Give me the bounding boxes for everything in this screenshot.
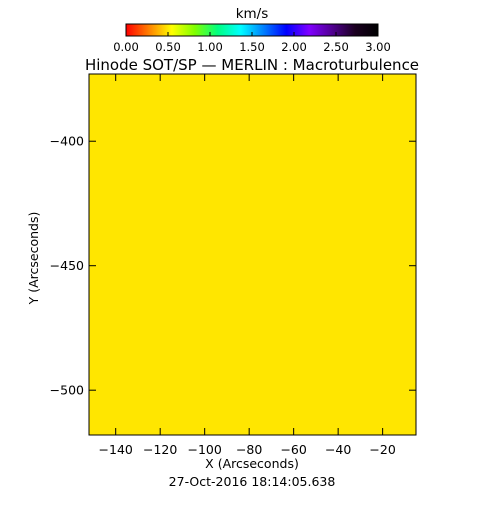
x-tick-label: −20	[369, 442, 395, 457]
colorbar-unit: km/s	[236, 6, 269, 22]
plot-area: −140 −120 −100 −80 −60 −40 −20 −400 −450 −500	[50, 73, 417, 457]
macroturbulence-field	[89, 74, 416, 435]
x-tick-label: −120	[143, 442, 177, 457]
observation-timestamp: 27-Oct-2016 18:14:05.638	[169, 474, 336, 489]
colorbar-tick-label: 3.00	[365, 40, 391, 54]
y-tick-label: −500	[50, 383, 84, 398]
colorbar-ticks: 0.00 0.50 1.00 1.50 2.00 2.50 3.00	[113, 32, 391, 54]
colorbar-tick-label: 0.00	[113, 40, 139, 54]
colorbar-tick-label: 1.00	[197, 40, 223, 54]
x-tick-label: −100	[188, 442, 222, 457]
x-tick-label: −80	[236, 442, 262, 457]
colorbar-tick-label: 2.50	[323, 40, 349, 54]
y-axis-ticks: −400 −450 −500	[50, 134, 416, 398]
y-tick-label: −400	[50, 134, 84, 149]
colorbar: km/s 0.00 0.50 1.00 1.50 2.00 2.50 3.00	[113, 6, 391, 54]
colorbar-tick-label: 0.50	[155, 40, 181, 54]
x-axis-label: X (Arcseconds)	[205, 456, 299, 471]
chart-title: Hinode SOT/SP — MERLIN : Macroturbulence	[85, 56, 419, 74]
plot-frame	[88, 73, 417, 436]
colorbar-tick-label: 1.50	[239, 40, 265, 54]
x-tick-label: −60	[280, 442, 306, 457]
x-tick-label: −40	[325, 442, 351, 457]
y-tick-label: −450	[50, 258, 84, 273]
colorbar-tick-label: 2.00	[281, 40, 307, 54]
x-axis-ticks: −140 −120 −100 −80 −60 −40 −20	[99, 74, 396, 457]
x-tick-label: −140	[99, 442, 133, 457]
y-axis-label: Y (Arcseconds)	[26, 212, 41, 306]
